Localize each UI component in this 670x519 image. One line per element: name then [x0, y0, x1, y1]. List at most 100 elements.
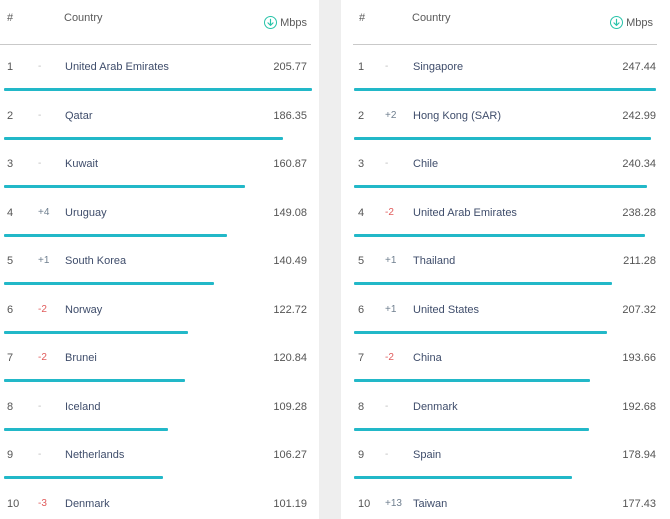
table-row[interactable]: 10 +13 Taiwan 177.43 [341, 481, 670, 519]
rank-change-cell: -2 [385, 206, 394, 218]
table-row[interactable]: 1 - Singapore 247.44 [341, 44, 670, 93]
country-cell: United Arab Emirates [65, 61, 169, 73]
rank-cell: 10 [7, 497, 20, 510]
speed-bar [4, 427, 168, 431]
speed-unit-label: Mbps [280, 16, 307, 29]
rank-change-cell: - [385, 61, 389, 72]
rank-change-cell: +1 [385, 255, 397, 266]
table-row[interactable]: 10 -3 Denmark 101.19 [0, 481, 319, 519]
rank-change-cell: - [385, 400, 389, 412]
speed-bar [354, 330, 608, 334]
country-cell: South Korea [65, 255, 127, 267]
rank-change-cell: -2 [38, 303, 47, 315]
rank-column-header: # [7, 12, 14, 24]
rank-cell: 6 [7, 303, 14, 316]
table-row[interactable]: 3 - Kuwait 160.87 [0, 141, 319, 190]
speed-bar [354, 136, 651, 140]
speed-bar [354, 233, 645, 237]
rank-cell: 8 [7, 400, 14, 413]
rank-change-cell: -2 [385, 352, 394, 363]
table-row[interactable]: 1 - United Arab Emirates 205.77 [0, 44, 319, 93]
speed-bar [4, 282, 215, 285]
country-cell: Spain [413, 449, 442, 461]
country-cell: Singapore [413, 61, 464, 73]
rank-cell: 7 [7, 352, 14, 364]
right-ranking-panel: # Country Mbps 1 - Singapore 247.44 2 +2 Hong … [341, 0, 670, 519]
speed-bar [4, 88, 312, 91]
table-row[interactable]: 9 - Spain 178.94 [341, 432, 670, 481]
table-row[interactable]: 7 -2 China 193.66 [341, 335, 670, 384]
table-row[interactable]: 6 -2 Norway 122.72 [0, 287, 319, 336]
rank-change-cell: - [385, 449, 389, 460]
country-cell: Iceland [65, 400, 101, 413]
country-cell: Qatar [65, 109, 93, 122]
rank-cell: 4 [358, 206, 365, 219]
rank-cell: 9 [358, 449, 365, 461]
speed-column-header[interactable]: Mbps [264, 16, 307, 29]
speed-cell: 240.34 [622, 158, 656, 170]
rank-column-header: # [359, 12, 366, 24]
speed-bar [354, 282, 612, 285]
rank-cell: 2 [358, 109, 365, 122]
country-cell: Chile [413, 158, 439, 170]
speed-cell: 120.84 [273, 352, 307, 364]
country-cell: Netherlands [65, 449, 125, 461]
table-row[interactable]: 9 - Netherlands 106.27 [0, 432, 319, 481]
table-row[interactable]: 3 - Chile 240.34 [341, 141, 670, 190]
country-cell: China [413, 352, 442, 364]
table-row[interactable]: 5 +1 Thailand 211.28 [341, 238, 670, 287]
rank-change-cell: - [38, 449, 42, 460]
rank-change-cell: - [38, 400, 42, 412]
rank-cell: 8 [358, 400, 365, 413]
rank-cell: 6 [358, 303, 365, 316]
rank-cell: 1 [7, 61, 14, 73]
table-row[interactable]: 4 +4 Uruguay 149.08 [0, 190, 319, 239]
speed-bar [354, 379, 591, 382]
rank-change-cell: +2 [385, 109, 397, 121]
table-row[interactable]: 2 - Qatar 186.35 [0, 93, 319, 142]
country-cell: United States [413, 303, 480, 316]
speed-cell: 192.68 [622, 400, 656, 413]
rank-change-cell: - [38, 109, 42, 121]
country-cell: Hong Kong (SAR) [413, 109, 502, 122]
speed-cell: 149.08 [273, 206, 307, 219]
arrow-down-circle-icon [264, 16, 278, 29]
rank-change-cell: - [38, 158, 42, 169]
speed-cell: 193.66 [622, 352, 656, 364]
table-row[interactable]: 6 +1 United States 207.32 [341, 287, 670, 336]
country-column-header[interactable]: Country [412, 12, 451, 24]
rank-cell: 5 [358, 255, 365, 267]
country-cell: Brunei [65, 352, 97, 364]
rank-cell: 9 [7, 449, 14, 461]
speed-cell: 186.35 [273, 109, 307, 122]
rank-cell: 3 [358, 158, 365, 170]
speed-cell: 177.43 [622, 497, 656, 510]
rank-cell: 5 [7, 255, 14, 267]
table-row[interactable]: 8 - Iceland 109.28 [0, 384, 319, 433]
speed-unit-label: Mbps [626, 16, 653, 29]
rank-cell: 3 [7, 158, 14, 170]
speed-cell: 247.44 [622, 61, 656, 73]
speed-cell: 109.28 [273, 400, 307, 413]
rank-cell: 4 [7, 206, 14, 219]
table-row[interactable]: 4 -2 United Arab Emirates 238.28 [341, 190, 670, 239]
speed-cell: 211.28 [623, 255, 656, 267]
speed-bar [4, 185, 245, 188]
rank-change-cell: - [385, 158, 389, 169]
table-row[interactable]: 7 -2 Brunei 120.84 [0, 335, 319, 384]
speed-column-header[interactable]: Mbps [610, 16, 653, 29]
rank-change-cell: +13 [385, 497, 402, 509]
country-cell: Taiwan [413, 497, 448, 510]
table-row[interactable]: 8 - Denmark 192.68 [341, 384, 670, 433]
table-row[interactable]: 2 +2 Hong Kong (SAR) 242.99 [341, 93, 670, 142]
speed-bar [4, 476, 164, 479]
speed-bar [4, 136, 283, 140]
speed-cell: 207.32 [622, 303, 656, 316]
speed-bar [354, 185, 648, 188]
table-row[interactable]: 5 +1 South Korea 140.49 [0, 238, 319, 287]
speed-cell: 106.27 [273, 449, 307, 461]
country-cell: Norway [65, 303, 103, 316]
country-column-header[interactable]: Country [64, 12, 103, 24]
speed-cell: 160.87 [273, 158, 307, 170]
table-header: # Country Mbps [353, 0, 657, 45]
